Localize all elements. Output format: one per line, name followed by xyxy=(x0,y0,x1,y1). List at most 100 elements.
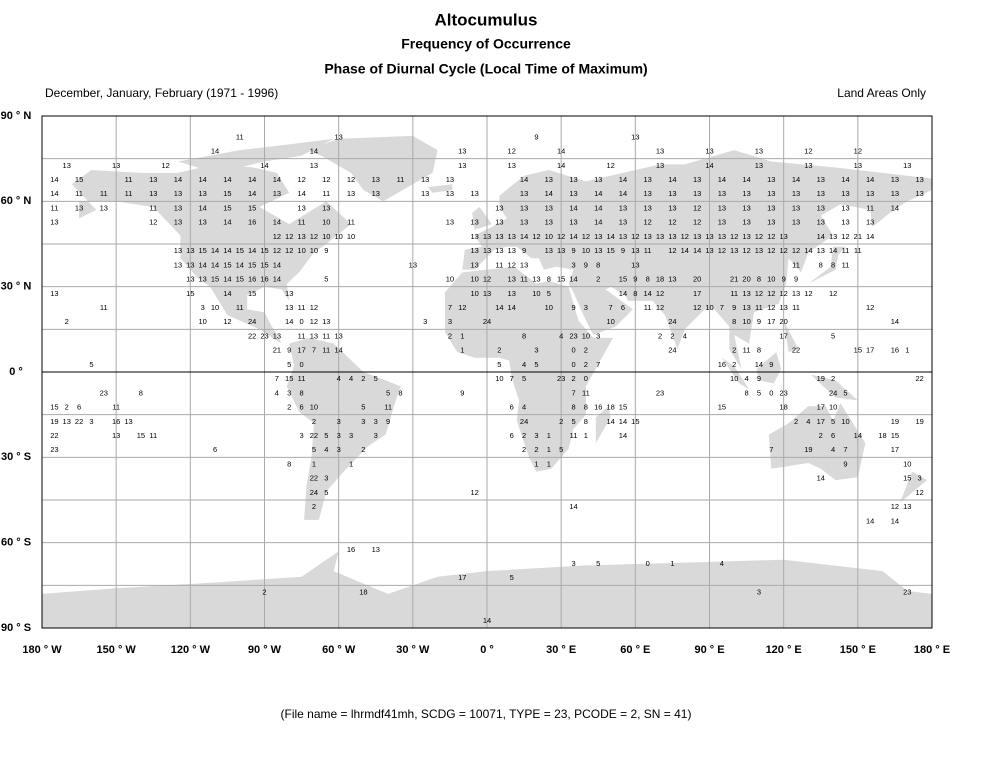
x-tick-label: 30 ° E xyxy=(546,644,576,656)
value-label: 3 xyxy=(596,331,600,340)
value-label: 9 xyxy=(571,246,575,255)
value-label: 5 xyxy=(510,573,514,582)
value-label: 9 xyxy=(732,303,736,312)
x-tick-label: 90 ° W xyxy=(248,644,282,656)
value-label: 13 xyxy=(594,246,602,255)
value-label: 11 xyxy=(125,189,133,198)
value-label: 13 xyxy=(903,502,911,511)
value-label: 23 xyxy=(50,445,58,454)
value-label: 11 xyxy=(743,346,751,355)
x-tick-label: 30 ° W xyxy=(396,644,430,656)
value-label: 10 xyxy=(199,317,207,326)
value-label: 13 xyxy=(100,203,108,212)
value-label: 2 xyxy=(670,331,674,340)
value-label: 13 xyxy=(841,203,849,212)
value-label: 2 xyxy=(522,431,526,440)
value-label: 14 xyxy=(557,161,565,170)
value-label: 2 xyxy=(819,431,823,440)
value-label: 13 xyxy=(50,218,58,227)
value-label: 12 xyxy=(273,246,281,255)
value-label: 14 xyxy=(248,175,256,184)
value-label: 2 xyxy=(522,445,526,454)
value-label: 8 xyxy=(571,403,575,412)
value-label: 14 xyxy=(199,260,207,269)
value-label: 13 xyxy=(112,161,120,170)
value-label: 13 xyxy=(483,246,491,255)
value-label: 10 xyxy=(347,232,355,241)
value-label: 12 xyxy=(161,161,169,170)
value-label: 14 xyxy=(644,289,652,298)
value-label: 14 xyxy=(223,275,231,284)
value-label: 2 xyxy=(794,417,798,426)
value-label: 13 xyxy=(297,203,305,212)
value-label: 5 xyxy=(386,388,390,397)
value-label: 12 xyxy=(322,175,330,184)
value-label: 10 xyxy=(582,246,590,255)
value-label: 13 xyxy=(199,275,207,284)
value-label: 12 xyxy=(149,218,157,227)
value-label: 4 xyxy=(831,445,835,454)
value-label: 22 xyxy=(310,431,318,440)
value-label: 6 xyxy=(299,403,303,412)
value-label: 11 xyxy=(298,303,306,312)
value-label: 12 xyxy=(804,147,812,156)
value-label: 13 xyxy=(656,147,664,156)
value-label: 13 xyxy=(718,218,726,227)
value-label: 13 xyxy=(792,218,800,227)
value-label: 8 xyxy=(596,260,600,269)
value-label: 15 xyxy=(557,275,565,284)
value-label: 0 xyxy=(584,374,588,383)
value-label: 0 xyxy=(571,360,575,369)
value-label: 13 xyxy=(495,232,503,241)
value-label: 14 xyxy=(50,175,58,184)
value-label: 5 xyxy=(843,388,847,397)
value-label: 16 xyxy=(260,275,268,284)
value-label: 13 xyxy=(458,147,466,156)
value-label: 13 xyxy=(470,246,478,255)
y-tick-label: 30 ° S xyxy=(1,451,31,463)
value-label: 8 xyxy=(287,459,291,468)
value-label: 11 xyxy=(75,189,83,198)
value-label: 13 xyxy=(854,161,862,170)
value-label: 11 xyxy=(100,303,108,312)
value-label: 14 xyxy=(174,175,182,184)
value-label: 11 xyxy=(582,388,590,397)
value-label: 14 xyxy=(223,218,231,227)
value-label: 13 xyxy=(594,175,602,184)
value-label: 2 xyxy=(571,374,575,383)
value-label: 16 xyxy=(347,545,355,554)
value-label: 12 xyxy=(915,488,923,497)
value-label: 9 xyxy=(757,317,761,326)
value-label: 13 xyxy=(470,218,478,227)
land-area xyxy=(427,184,453,193)
value-label: 2 xyxy=(831,374,835,383)
value-label: 18 xyxy=(878,431,886,440)
value-label: 23 xyxy=(656,388,664,397)
value-label: 14 xyxy=(891,317,899,326)
value-label: 12 xyxy=(829,289,837,298)
value-label: 13 xyxy=(755,161,763,170)
value-label: 13 xyxy=(718,232,726,241)
value-label: 14 xyxy=(619,417,627,426)
value-label: 11 xyxy=(149,203,157,212)
value-label: 12 xyxy=(866,303,874,312)
value-label: 13 xyxy=(508,232,516,241)
value-label: 15 xyxy=(248,203,256,212)
value-label: 2 xyxy=(497,346,501,355)
value-label: 4 xyxy=(806,417,810,426)
value-label: 13 xyxy=(508,246,516,255)
value-label: 11 xyxy=(322,346,330,355)
value-label: 15 xyxy=(236,275,244,284)
value-label: 3 xyxy=(287,388,291,397)
value-label: 13 xyxy=(742,303,750,312)
value-label: 12 xyxy=(693,303,701,312)
axes: 180 ° W 150 ° W 120 ° W 90 ° W 60 ° W 30 ° W 0… xyxy=(1,110,950,656)
value-label: 8 xyxy=(757,275,761,284)
value-label: 3 xyxy=(448,317,452,326)
value-label: 13 xyxy=(705,232,713,241)
value-label: 15 xyxy=(260,246,268,255)
value-label: 14 xyxy=(841,175,849,184)
value-label: 13 xyxy=(915,189,923,198)
value-label: 13 xyxy=(656,232,664,241)
value-label: 17 xyxy=(297,346,305,355)
